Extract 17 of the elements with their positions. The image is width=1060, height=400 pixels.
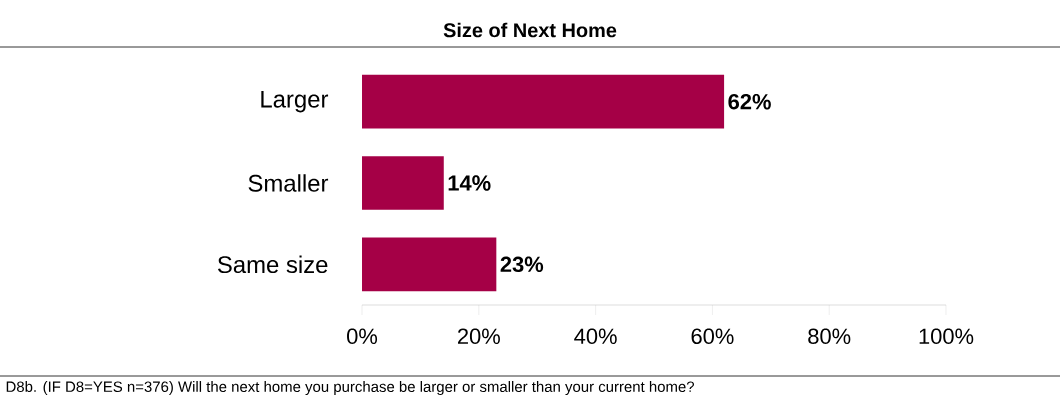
x-tick-label: 100%	[919, 328, 974, 345]
data-label: 62%	[728, 93, 771, 110]
bar	[362, 156, 444, 210]
x-tick-label: 80%	[808, 328, 851, 345]
x-tick-label: 20%	[457, 328, 500, 345]
data-label: 23%	[500, 256, 544, 273]
text: D8b. (IF D8=YES n=376) Will the next home you purchase be larger or smaller than your current home?	[6, 381, 694, 395]
chart-title: Size of Next Home	[443, 22, 617, 38]
x-tick-label: 40%	[574, 328, 617, 345]
bar	[362, 237, 497, 292]
y-tick-label: Larger	[261, 90, 329, 113]
y-tick-label: Same size	[217, 255, 328, 274]
x-tick-label: 0%	[347, 328, 378, 345]
bar	[362, 74, 725, 129]
data-label: 14%	[448, 175, 491, 191]
y-tick-label: Smaller	[248, 174, 329, 192]
x-tick-label: 60%	[691, 328, 734, 345]
